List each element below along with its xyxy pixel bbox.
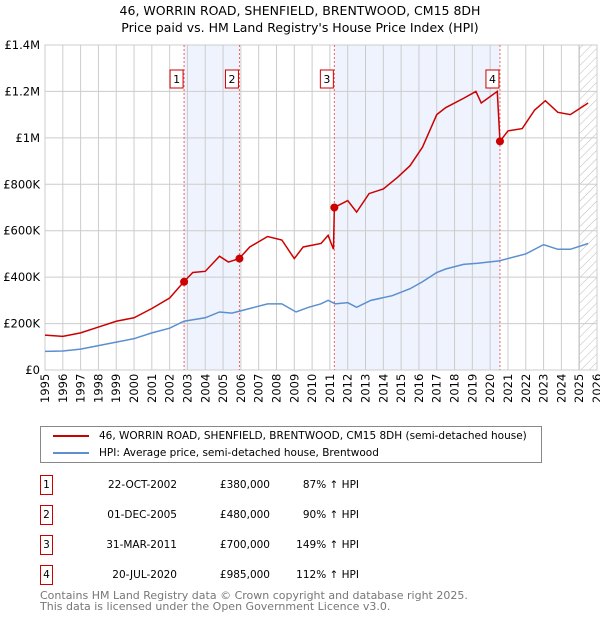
y-tick-label: £1.2M xyxy=(4,84,40,98)
footer: Contains HM Land Registry data © Crown c… xyxy=(40,590,468,612)
x-tick-label: 2011 xyxy=(323,374,337,403)
x-tick-label: 2003 xyxy=(180,374,194,403)
x-tick-label: 2010 xyxy=(305,374,319,403)
footer-line-2: This data is licensed under the Open Gov… xyxy=(40,600,391,613)
sale-label-box xyxy=(485,69,500,89)
x-tick-label: 1997 xyxy=(74,374,88,403)
y-tick-label: £200K xyxy=(3,317,40,331)
x-tick-label: 2021 xyxy=(501,374,515,403)
chart-subtitle: Price paid vs. HM Land Registry's House … xyxy=(121,20,479,35)
y-tick-label: £800K xyxy=(3,177,40,191)
sale-label-box xyxy=(224,69,239,89)
chart-title: 46, WORRIN ROAD, SHENFIELD, BRENTWOOD, C… xyxy=(119,3,481,18)
x-tick-label: 1998 xyxy=(91,374,105,403)
x-tick-label: 1995 xyxy=(38,374,52,403)
price-chart: 1995 1996 1997 1998 1999 2000 2001 2002 2003 2004… xyxy=(3,38,600,403)
sale-label: 2 xyxy=(228,73,235,86)
x-tick-label: 2002 xyxy=(163,374,177,403)
x-tick-label: 2000 xyxy=(127,374,141,403)
sale-point xyxy=(330,203,339,212)
x-tick-label: 2008 xyxy=(269,374,283,403)
x-tick-label: 2012 xyxy=(341,374,355,403)
legend: 46, WORRIN ROAD, SHENFIELD, BRENTWOOD, C… xyxy=(40,426,542,463)
x-tick-label: 2001 xyxy=(145,374,159,403)
shaded-period xyxy=(184,45,240,370)
sale-date: 22-OCT-2002 xyxy=(108,479,177,491)
x-tick-label: 2009 xyxy=(287,374,301,403)
y-tick-label: £600K xyxy=(3,224,40,238)
property-price-line xyxy=(44,90,589,338)
sale-label-box xyxy=(319,69,334,89)
y-tick-label: £1M xyxy=(15,131,40,145)
sale-row: 4 20-JUL-2020 £985,000 112% ↑ HPI xyxy=(40,565,440,585)
sale-hpi-change: 149% ↑ HPI xyxy=(296,539,359,551)
x-tick-label: 2017 xyxy=(430,374,444,403)
legend-label-hpi: HPI: Average price, semi-detached house,… xyxy=(99,447,379,459)
x-tick-label: 2018 xyxy=(448,374,462,403)
x-tick-label: 2014 xyxy=(376,374,390,403)
x-tick-label: 2022 xyxy=(519,374,533,403)
legend-label-property: 46, WORRIN ROAD, SHENFIELD, BRENTWOOD, C… xyxy=(99,430,527,442)
sale-date: 01-DEC-2005 xyxy=(107,509,177,521)
x-tick-label: 2025 xyxy=(572,374,586,403)
x-tick-label: 2016 xyxy=(412,374,426,403)
sale-marker-box: 1 xyxy=(40,475,53,495)
sale-marker-box: 2 xyxy=(40,505,53,525)
sale-point xyxy=(180,277,189,286)
y-tick-label: £400K xyxy=(3,270,40,284)
legend-swatch-hpi xyxy=(53,452,89,454)
x-tick-label: 2004 xyxy=(198,374,212,403)
sale-point xyxy=(495,137,504,146)
x-tick-label: 2024 xyxy=(554,374,568,403)
y-tick-label: £0 xyxy=(25,363,40,377)
sale-hpi-change: 90% ↑ HPI xyxy=(302,509,359,521)
x-tick-label: 2013 xyxy=(359,374,373,403)
x-tick-label: 2006 xyxy=(234,374,248,403)
x-tick-label: 2005 xyxy=(216,374,230,403)
sale-hpi-change: 112% ↑ HPI xyxy=(296,569,359,581)
sale-date: 20-JUL-2020 xyxy=(112,569,177,581)
x-tick-label: 2020 xyxy=(483,374,497,403)
sale-row: 1 22-OCT-2002 £380,000 87% ↑ HPI xyxy=(40,475,440,495)
sale-price: £380,000 xyxy=(219,479,270,491)
footer-line-1: Contains HM Land Registry data © Crown c… xyxy=(40,589,468,602)
sale-row: 2 01-DEC-2005 £480,000 90% ↑ HPI xyxy=(40,505,440,525)
sale-marker-box: 3 xyxy=(40,535,53,555)
hpi-line xyxy=(44,242,589,353)
x-tick-label: 2019 xyxy=(465,374,479,403)
sale-label: 3 xyxy=(323,73,330,86)
sale-price: £985,000 xyxy=(219,569,270,581)
sale-label: 4 xyxy=(489,73,496,86)
sale-point xyxy=(235,254,244,263)
sale-row: 3 31-MAR-2011 £700,000 149% ↑ HPI xyxy=(40,535,440,555)
plot-frame xyxy=(44,44,598,371)
sale-marker-box: 4 xyxy=(40,565,53,585)
x-tick-label: 2007 xyxy=(252,374,266,403)
sale-label: 1 xyxy=(173,73,180,86)
forecast-hatch xyxy=(579,45,597,370)
sale-price: £700,000 xyxy=(219,539,270,551)
legend-swatch-property xyxy=(53,435,89,437)
sale-date: 31-MAR-2011 xyxy=(106,539,177,551)
x-tick-label: 2023 xyxy=(537,374,551,403)
x-tick-label: 1999 xyxy=(109,374,123,403)
x-tick-label: 2015 xyxy=(394,374,408,403)
y-tick-label: £1.4M xyxy=(4,38,40,52)
sale-hpi-change: 87% ↑ HPI xyxy=(302,479,359,491)
x-tick-label: 1996 xyxy=(56,374,70,403)
x-tick-label: 2026 xyxy=(590,374,600,403)
sale-label-box xyxy=(169,69,184,89)
sale-price: £480,000 xyxy=(219,509,270,521)
